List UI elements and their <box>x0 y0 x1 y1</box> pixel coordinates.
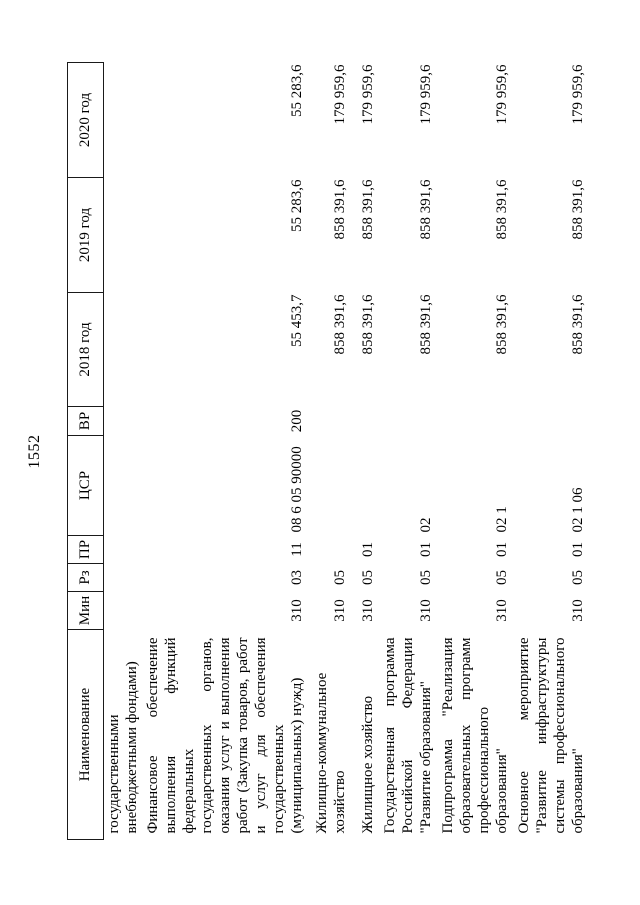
cell-y2020: 179 959,6 <box>417 64 434 125</box>
header-name: Наименование <box>67 629 104 840</box>
cell-vr <box>438 407 514 436</box>
cell-csr <box>352 436 380 536</box>
cell-rz: 05 <box>331 570 348 585</box>
budget-table: Наименование Мин Рз ПР ЦСР ВР 2018 год 2… <box>67 62 590 840</box>
table-row: Основное мероприятие "Развитие инфрастру… <box>514 63 590 840</box>
cell-min: 310 <box>569 599 586 622</box>
cell-vr: 200 <box>288 409 305 433</box>
cell-rz: 05 <box>417 570 434 585</box>
header-min: Мин <box>67 591 104 630</box>
header-vr: ВР <box>67 406 104 436</box>
cell-y2018: 858 391,6 <box>417 294 434 355</box>
cell-name: Финансовое обеспечение выполнения функци… <box>144 637 305 834</box>
cell-y2018: 858 391,6 <box>331 294 348 355</box>
table-row: государственными внебюджетными фондами) <box>104 63 144 840</box>
cell-y2019 <box>104 178 144 293</box>
cell-rz: 05 <box>569 570 586 585</box>
cell-pr <box>309 536 352 564</box>
cell-y2020: 179 959,6 <box>569 64 586 125</box>
header-pr: ПР <box>67 535 104 564</box>
cell-min <box>104 592 144 630</box>
cell-vr <box>309 407 352 436</box>
cell-name: Основное мероприятие "Развитие инфрастру… <box>515 637 586 834</box>
cell-y2018: 858 391,6 <box>493 294 510 355</box>
cell-pr: 01 <box>359 542 376 557</box>
cell-pr <box>104 536 144 564</box>
cell-csr: 02 1 06 <box>569 487 586 533</box>
header-2018: 2018 год <box>67 292 104 407</box>
cell-y2019: 858 391,6 <box>331 179 348 240</box>
cell-min: 310 <box>417 599 434 622</box>
cell-min: 310 <box>359 599 376 622</box>
header-csr: ЦСР <box>67 435 104 536</box>
cell-vr <box>380 407 438 436</box>
cell-y2020: 179 959,6 <box>493 64 510 125</box>
table-row: Подпрограмма "Реализация образовательных… <box>438 63 514 840</box>
cell-y2018 <box>104 293 144 407</box>
cell-name: государственными внебюджетными фондами) <box>105 661 140 834</box>
rotated-sheet: 1552 Наименование Мин Рз ПР ЦСР ВР 2018 … <box>25 62 586 840</box>
cell-min: 310 <box>331 599 348 622</box>
cell-pr: 11 <box>288 542 305 557</box>
cell-min: 310 <box>288 599 305 622</box>
cell-name: Государственная программа Российской Фед… <box>381 637 434 834</box>
cell-vr <box>352 407 380 436</box>
cell-y2019: 858 391,6 <box>493 179 510 240</box>
cell-rz: 05 <box>359 570 376 585</box>
cell-vr <box>514 407 590 436</box>
cell-y2019: 858 391,6 <box>417 179 434 240</box>
cell-pr: 01 <box>493 542 510 557</box>
cell-vr <box>104 407 144 436</box>
cell-y2018: 858 391,6 <box>569 294 586 355</box>
cell-rz <box>104 564 144 592</box>
cell-y2019: 858 391,6 <box>569 179 586 240</box>
cell-name: Жилищно-коммунальное хозяйство <box>313 672 348 834</box>
cell-y2020: 55 283,6 <box>288 64 305 118</box>
cell-y2018: 55 453,7 <box>288 294 305 348</box>
table-row: Государственная программа Российской Фед… <box>380 63 438 840</box>
cell-y2020: 179 959,6 <box>331 64 348 125</box>
cell-y2019: 55 283,6 <box>288 179 305 233</box>
header-rz: Рз <box>67 563 104 592</box>
cell-pr: 01 <box>417 542 434 557</box>
cell-csr: 08 6 05 90000 <box>288 446 305 533</box>
cell-y2018: 858 391,6 <box>359 294 376 355</box>
cell-min: 310 <box>493 599 510 622</box>
cell-name: Жилищное хозяйство <box>359 695 376 834</box>
table-header-row: Наименование Мин Рз ПР ЦСР ВР 2018 год 2… <box>67 62 104 840</box>
cell-y2020: 179 959,6 <box>359 64 376 125</box>
cell-csr: 02 1 <box>493 506 510 533</box>
table-row: Финансовое обеспечение выполнения функци… <box>144 63 309 840</box>
cell-rz: 03 <box>288 570 305 585</box>
cell-y2020 <box>104 63 144 178</box>
page-number: 1552 <box>26 434 43 469</box>
cell-y2019: 858 391,6 <box>359 179 376 240</box>
cell-csr <box>104 436 144 536</box>
table-row: Жилищно-коммунальное хозяйство 310 05 858 3… <box>309 63 352 840</box>
cell-rz: 05 <box>493 570 510 585</box>
cell-csr: 02 <box>417 517 434 533</box>
cell-pr: 01 <box>569 542 586 557</box>
header-2020: 2020 год <box>67 62 104 178</box>
cell-csr <box>309 436 352 536</box>
cell-name: Подпрограмма "Реализация образовательных… <box>439 637 510 834</box>
header-2019: 2019 год <box>67 177 104 293</box>
table-row: Жилищное хозяйство 310 05 01 858 391,6 858 39… <box>352 63 380 840</box>
